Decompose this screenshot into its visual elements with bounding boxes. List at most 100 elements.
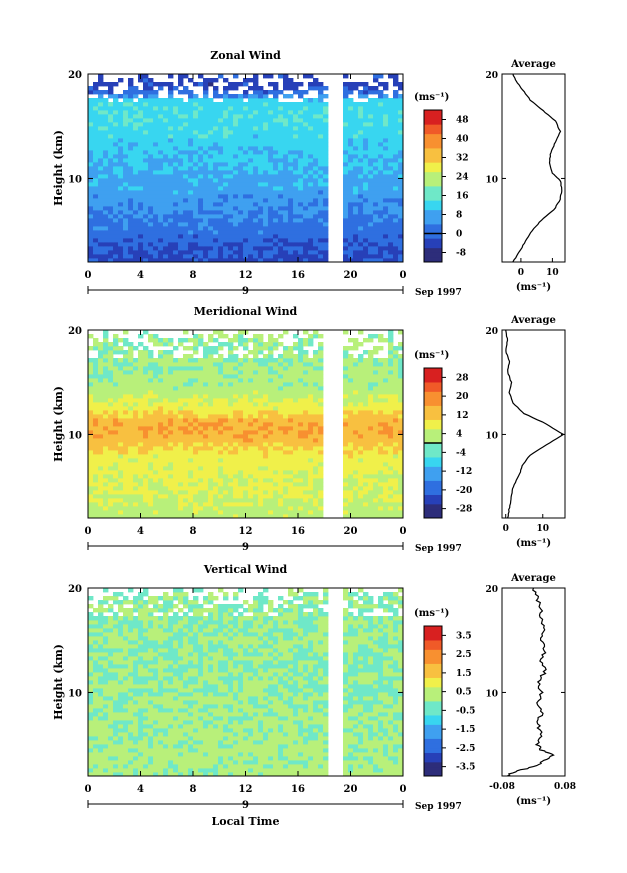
- heatmap-cell: [148, 462, 154, 467]
- heatmap-cell: [288, 190, 294, 195]
- heatmap-cell: [388, 466, 394, 471]
- heatmap-cell: [398, 218, 404, 223]
- heatmap-cell: [393, 242, 399, 247]
- heatmap-cell: [153, 198, 159, 203]
- heatmap-cell: [208, 142, 214, 147]
- heatmap-cell: [278, 158, 284, 163]
- heatmap-cell: [353, 486, 359, 491]
- heatmap-cell: [133, 130, 139, 135]
- heatmap-cell: [308, 150, 314, 155]
- heatmap-cell: [303, 106, 309, 111]
- heatmap-cell: [278, 514, 284, 519]
- heatmap-cell: [123, 202, 129, 207]
- heatmap-cell: [258, 414, 264, 419]
- heatmap-cell: [243, 370, 249, 375]
- heatmap-cell: [293, 498, 299, 503]
- heatmap-cell: [153, 218, 159, 223]
- heatmap-cell: [288, 186, 294, 191]
- heatmap-cell: [398, 510, 404, 515]
- heatmap-cell: [318, 82, 324, 87]
- heatmap-cell: [173, 366, 179, 371]
- heatmap-cell: [363, 86, 369, 91]
- heatmap-cell: [268, 442, 274, 447]
- heatmap-cell: [273, 418, 279, 423]
- heatmap-cell: [138, 510, 144, 515]
- heatmap-cell: [283, 218, 289, 223]
- heatmap-cell: [103, 254, 109, 259]
- heatmap-cell: [188, 146, 194, 151]
- heatmap-cell: [173, 246, 179, 251]
- heatmap-cell: [148, 374, 154, 379]
- heatmap-cell: [113, 166, 119, 171]
- heatmap-cell: [98, 502, 104, 507]
- heatmap-cell: [343, 238, 349, 243]
- heatmap-cell: [173, 210, 179, 215]
- heatmap-cell: [373, 234, 379, 239]
- heatmap-cell: [348, 150, 354, 155]
- heatmap-cell: [98, 150, 104, 155]
- heatmap-cell: [203, 102, 209, 107]
- heatmap-cell: [223, 110, 229, 115]
- heatmap-cell: [318, 482, 324, 487]
- heatmap-cell: [268, 166, 274, 171]
- heatmap-cell: [213, 418, 219, 423]
- heatmap-cell: [203, 478, 209, 483]
- heatmap-cell: [248, 470, 254, 475]
- heatmap-cell: [228, 106, 234, 111]
- heatmap-cell: [318, 446, 324, 451]
- heatmap-cell: [213, 202, 219, 207]
- heatmap-cell: [213, 170, 219, 175]
- heatmap-cell: [343, 398, 349, 403]
- heatmap-cell: [348, 390, 354, 395]
- heatmap-cell: [248, 110, 254, 115]
- heatmap-cell: [363, 366, 369, 371]
- heatmap-cell: [103, 458, 109, 463]
- heatmap-cell: [218, 154, 224, 159]
- heatmap-cell: [368, 482, 374, 487]
- heatmap-cell: [398, 438, 404, 443]
- heatmap-cell: [368, 422, 374, 427]
- heatmap-cell: [253, 374, 259, 379]
- heatmap-cell: [388, 246, 394, 251]
- heatmap-cell: [323, 178, 329, 183]
- heatmap-cell: [98, 462, 104, 467]
- heatmap-cell: [208, 510, 214, 515]
- heatmap-cell: [158, 86, 164, 91]
- heatmap-cell: [158, 194, 164, 199]
- heatmap-cell: [378, 394, 384, 399]
- heatmap-cell: [108, 126, 114, 131]
- heatmap-cell: [313, 158, 319, 163]
- heatmap-cell: [158, 510, 164, 515]
- heatmap-cell: [273, 222, 279, 227]
- heatmap-cell: [123, 234, 129, 239]
- heatmap-cell: [93, 114, 99, 119]
- heatmap-cell: [393, 222, 399, 227]
- heatmap-cell: [373, 142, 379, 147]
- heatmap-cell: [388, 218, 394, 223]
- heatmap-cell: [308, 198, 314, 203]
- heatmap-cell: [213, 386, 219, 391]
- heatmap-cell: [353, 158, 359, 163]
- heatmap-cell: [128, 254, 134, 259]
- heatmap-cell: [158, 110, 164, 115]
- heatmap-cell: [158, 230, 164, 235]
- heatmap-cell: [178, 186, 184, 191]
- heatmap-cell: [243, 154, 249, 159]
- heatmap-cell: [203, 122, 209, 127]
- heatmap-cell: [223, 506, 229, 511]
- heatmap-cell: [163, 418, 169, 423]
- heatmap-cell: [343, 406, 349, 411]
- heatmap-cell: [193, 478, 199, 483]
- heatmap-cell: [93, 510, 99, 515]
- heatmap-cell: [218, 418, 224, 423]
- heatmap-cell: [278, 370, 284, 375]
- heatmap-cell: [213, 238, 219, 243]
- heatmap-cell: [98, 94, 104, 99]
- heatmap-cell: [323, 158, 329, 163]
- heatmap-cell: [198, 130, 204, 135]
- heatmap-cell: [188, 422, 194, 427]
- heatmap-cell: [258, 498, 264, 503]
- heatmap-cell: [173, 206, 179, 211]
- heatmap-cell: [313, 226, 319, 231]
- heatmap-cell: [233, 498, 239, 503]
